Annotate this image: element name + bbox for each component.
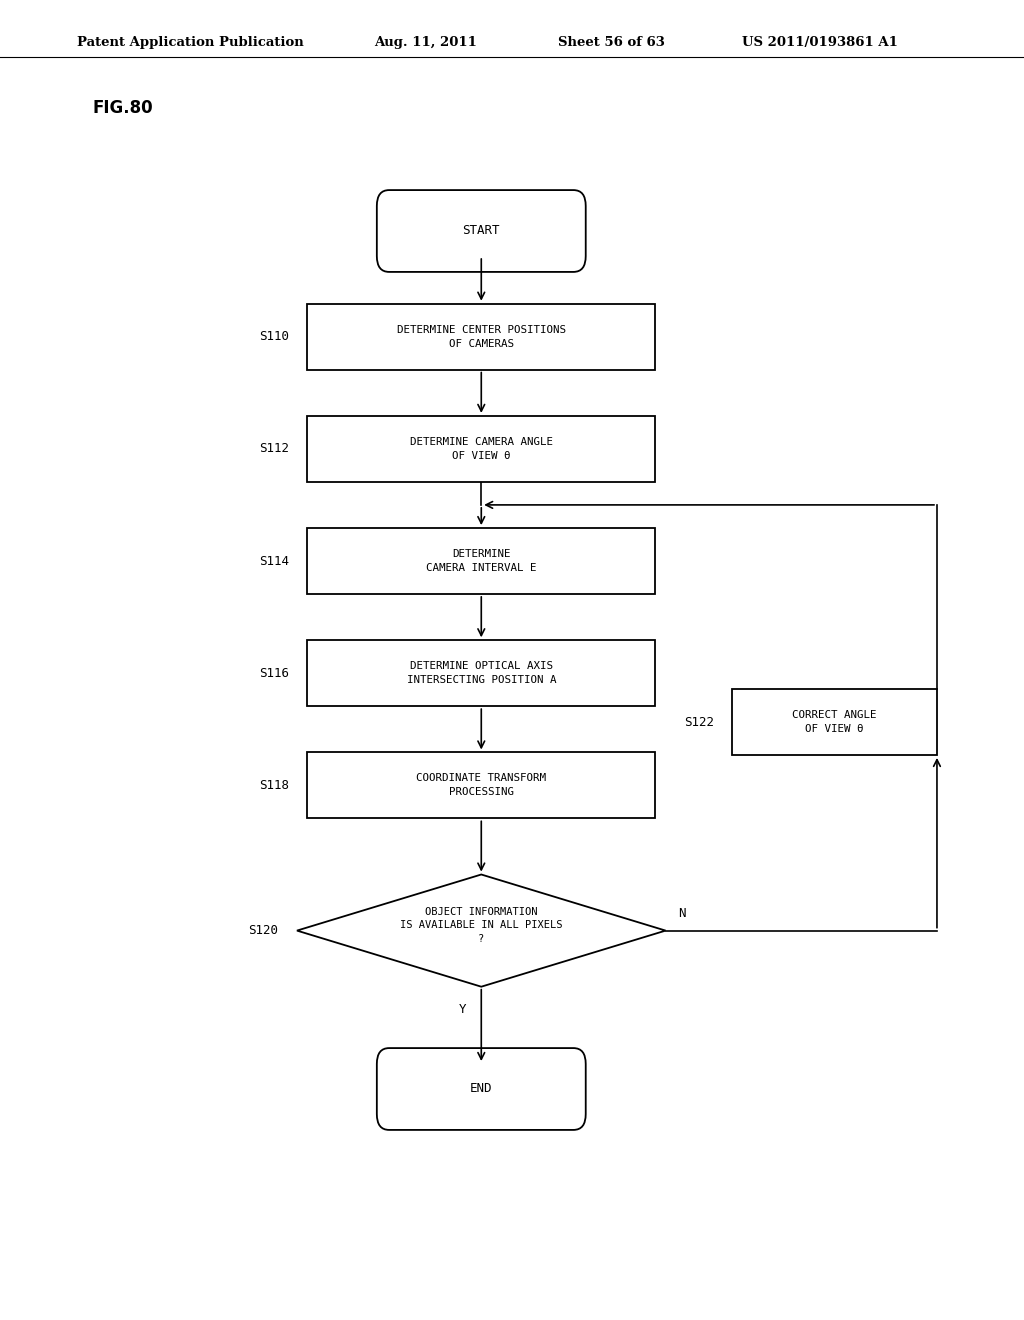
Text: Y: Y — [459, 1003, 467, 1015]
Text: DETERMINE CAMERA ANGLE
OF VIEW θ: DETERMINE CAMERA ANGLE OF VIEW θ — [410, 437, 553, 461]
Text: COORDINATE TRANSFORM
PROCESSING: COORDINATE TRANSFORM PROCESSING — [417, 774, 546, 797]
Text: DETERMINE CENTER POSITIONS
OF CAMERAS: DETERMINE CENTER POSITIONS OF CAMERAS — [396, 325, 566, 348]
FancyBboxPatch shape — [377, 190, 586, 272]
Text: DETERMINE
CAMERA INTERVAL E: DETERMINE CAMERA INTERVAL E — [426, 549, 537, 573]
Text: CORRECT ANGLE
OF VIEW θ: CORRECT ANGLE OF VIEW θ — [793, 710, 877, 734]
Text: S122: S122 — [684, 715, 714, 729]
Text: END: END — [470, 1082, 493, 1096]
Text: S120: S120 — [249, 924, 279, 937]
Bar — [307, 416, 655, 482]
Bar — [732, 689, 937, 755]
Text: S116: S116 — [259, 667, 289, 680]
Text: OBJECT INFORMATION
IS AVAILABLE IN ALL PIXELS
?: OBJECT INFORMATION IS AVAILABLE IN ALL P… — [400, 907, 562, 944]
Text: Aug. 11, 2011: Aug. 11, 2011 — [374, 36, 476, 49]
Text: S112: S112 — [259, 442, 289, 455]
Bar — [307, 640, 655, 706]
Polygon shape — [297, 875, 666, 987]
Bar — [307, 528, 655, 594]
Text: DETERMINE OPTICAL AXIS
INTERSECTING POSITION A: DETERMINE OPTICAL AXIS INTERSECTING POSI… — [407, 661, 556, 685]
Text: N: N — [678, 907, 685, 920]
Bar — [307, 304, 655, 370]
Text: FIG.80: FIG.80 — [92, 99, 153, 117]
Bar — [307, 752, 655, 818]
FancyBboxPatch shape — [377, 1048, 586, 1130]
Text: Patent Application Publication: Patent Application Publication — [77, 36, 303, 49]
Text: Sheet 56 of 63: Sheet 56 of 63 — [558, 36, 665, 49]
Text: S110: S110 — [259, 330, 289, 343]
Text: START: START — [463, 224, 500, 238]
Text: US 2011/0193861 A1: US 2011/0193861 A1 — [742, 36, 898, 49]
Text: S114: S114 — [259, 554, 289, 568]
Text: S118: S118 — [259, 779, 289, 792]
